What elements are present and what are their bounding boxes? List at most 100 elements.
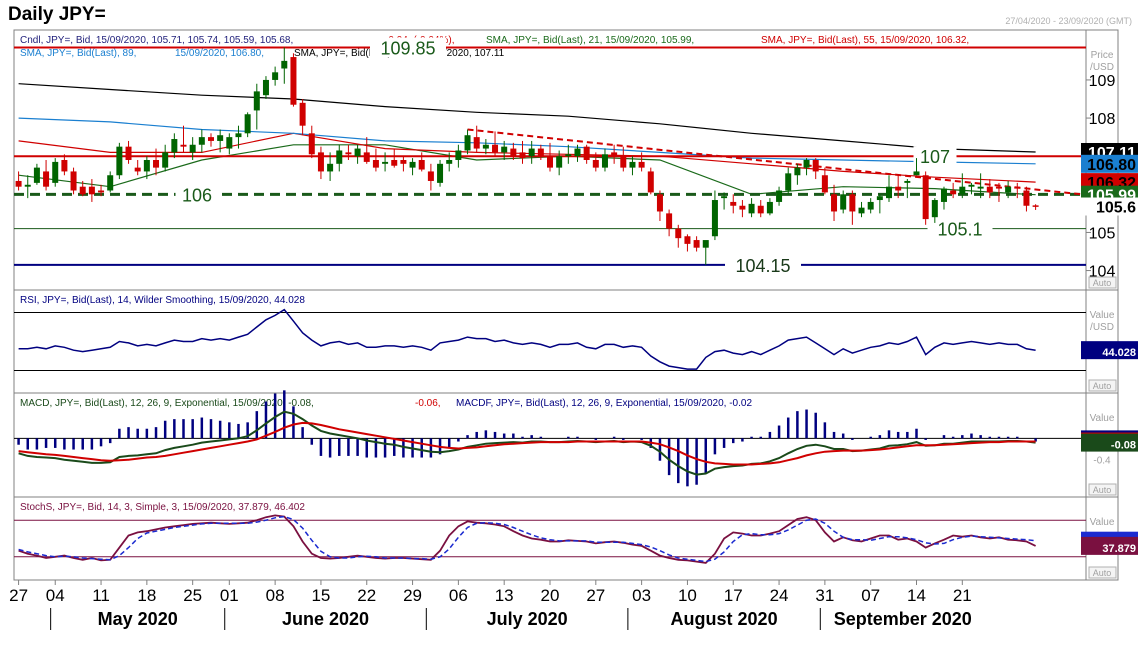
- candle-body-80: [748, 203, 755, 214]
- price-tag-0-1: [1081, 154, 1138, 173]
- candle-body-25: [244, 114, 251, 134]
- price-tag-1-0: [1081, 341, 1138, 360]
- price-tag-2-2: [1081, 433, 1138, 452]
- day-tick-label-20: 14: [907, 586, 926, 605]
- candle-body-8: [88, 186, 95, 195]
- candle-body-53: [501, 146, 508, 153]
- legend-text-0-3: SMA, JPY=, Bid(Last), 55, 15/09/2020, 10…: [761, 35, 969, 46]
- level-label-bg-0: [370, 37, 446, 58]
- candle-body-67: [629, 161, 636, 168]
- axis-title-0: Price: [1091, 50, 1114, 61]
- candle-body-31: [299, 102, 306, 126]
- candle-body-41: [391, 160, 398, 166]
- auto-label-3: Auto: [1093, 568, 1112, 578]
- candle-body-38: [363, 152, 370, 162]
- axis-title-3: Value: [1090, 517, 1115, 528]
- month-label-4: September 2020: [834, 609, 972, 629]
- price-tick-label-0: 109: [1089, 73, 1116, 90]
- month-label-2: July 2020: [487, 609, 568, 629]
- candle-body-7: [79, 186, 86, 195]
- candle-body-69: [647, 171, 654, 193]
- candle-body-59: [556, 156, 563, 168]
- month-label-0: May 2020: [98, 609, 178, 629]
- level-label-4: 104.15: [735, 256, 790, 276]
- candle-body-3: [43, 171, 50, 187]
- candle-body-110: [1023, 190, 1030, 206]
- day-tick-label-16: 17: [724, 586, 743, 605]
- day-tick-label-14: 03: [632, 586, 651, 605]
- candle-body-70: [656, 194, 663, 212]
- auto-label-1: Auto: [1093, 381, 1112, 391]
- candle-body-74: [693, 240, 700, 248]
- price-tick-label-1: 108: [1089, 111, 1116, 128]
- price-tag-label-2-2: -0.08: [1111, 440, 1136, 452]
- candle-body-98: [913, 171, 920, 176]
- candle-body-44: [418, 160, 425, 170]
- level-label-3: 105.1: [937, 220, 982, 240]
- candle-body-94: [876, 196, 883, 201]
- candle-body-58: [547, 156, 553, 168]
- day-tick-label-2: 11: [92, 586, 110, 605]
- stoch-line-0: [18, 514, 1036, 564]
- candle-body-78: [730, 201, 737, 206]
- day-tick-label-15: 10: [678, 586, 697, 605]
- candle-body-28: [272, 72, 279, 80]
- candle-body-85: [794, 167, 801, 176]
- candle-body-40: [382, 161, 389, 164]
- candle-body-50: [473, 137, 480, 149]
- candle-body-102: [950, 190, 957, 195]
- candle-body-79: [739, 205, 746, 210]
- candle-body-71: [666, 213, 673, 229]
- candle-body-90: [840, 194, 847, 210]
- legend-text-0-5: 15/09/2020, 106.80,: [175, 48, 264, 59]
- price-tick-label-5: 104: [1089, 264, 1116, 281]
- day-tick-label-13: 27: [586, 586, 605, 605]
- day-tick-label-17: 24: [770, 586, 789, 605]
- level-label-bg-3: [927, 218, 993, 239]
- candle-body-37: [354, 148, 361, 157]
- day-tick-label-3: 18: [137, 586, 156, 605]
- candle-body-36: [345, 152, 352, 155]
- candle-body-23: [226, 137, 233, 149]
- day-tick-label-7: 15: [311, 586, 330, 605]
- price-tag-label-0-1: 106.80: [1087, 157, 1136, 174]
- candle-body-47: [446, 160, 453, 164]
- candle-body-18: [180, 144, 187, 147]
- candle-body-65: [611, 152, 618, 157]
- rsi-line-0: [18, 308, 1036, 370]
- auto-label-2: Auto: [1093, 485, 1112, 495]
- candle-body-30: [290, 57, 297, 105]
- legend-text-0-0: Cndl, JPY=, Bid, 15/09/2020, 105.71, 105…: [20, 35, 293, 46]
- candle-body-46: [437, 163, 444, 183]
- candle-body-10: [107, 175, 114, 191]
- candle-body-15: [153, 160, 160, 168]
- axis-unit-1: /USD: [1090, 322, 1114, 333]
- auto-label-0: Auto: [1093, 278, 1112, 288]
- candle-body-6: [70, 171, 77, 191]
- macd-tick-0: -0.4: [1093, 456, 1111, 467]
- candle-body-4: [52, 161, 59, 183]
- chart-title: Daily JPY=: [8, 4, 106, 25]
- candle-body-77: [721, 196, 728, 199]
- candle-body-72: [675, 228, 682, 239]
- candle-body-106: [986, 186, 993, 193]
- level-label-bg-4: [725, 254, 801, 275]
- candle-body-75: [702, 240, 709, 248]
- candle-body-109: [1014, 186, 1021, 189]
- auto-button-1: [1088, 379, 1117, 392]
- axis-unit-0: /USD: [1090, 62, 1114, 73]
- candle-body-27: [262, 79, 269, 96]
- sma-line-3: [18, 83, 1036, 153]
- day-tick-label-5: 01: [220, 586, 239, 605]
- auto-button-3: [1088, 566, 1117, 579]
- candle-body-76: [711, 200, 718, 237]
- candle-body-84: [785, 173, 792, 191]
- candle-body-29: [281, 60, 288, 69]
- candle-body-91: [849, 194, 856, 212]
- day-tick-label-1: 04: [46, 586, 65, 605]
- candle-body-14: [143, 160, 150, 172]
- candle-body-34: [327, 163, 334, 172]
- macd-line-1: [18, 421, 1036, 466]
- candle-body-57: [537, 148, 544, 157]
